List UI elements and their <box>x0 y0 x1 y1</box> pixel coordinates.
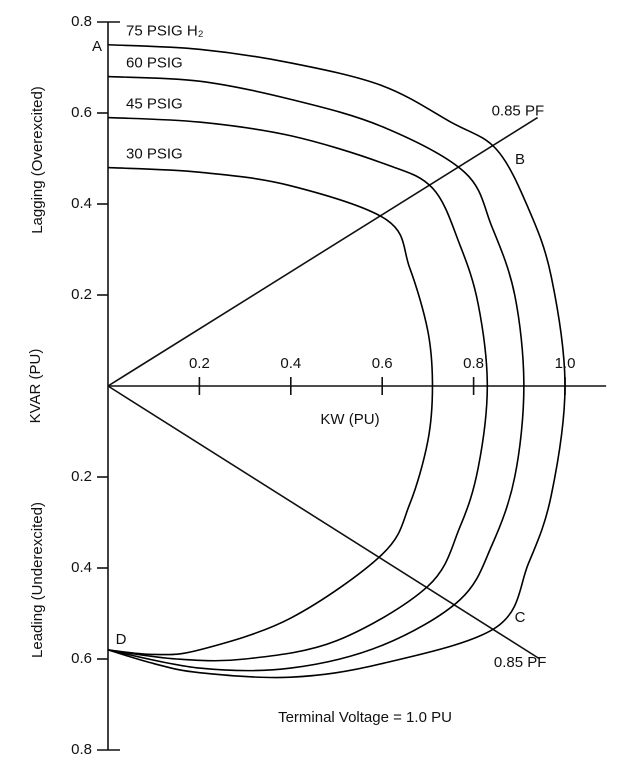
x-tick-label: 1.0 <box>555 355 576 372</box>
y-tick-label: 0.6 <box>71 650 92 667</box>
y-tick-label: 0.2 <box>71 468 92 485</box>
y-tick-label: 0.8 <box>71 741 92 758</box>
y-tick-label: 0.6 <box>71 104 92 121</box>
point-label: C <box>515 609 526 626</box>
pf-label: 0.85 PF <box>494 654 547 671</box>
y-tick-label: 0.2 <box>71 286 92 303</box>
x-axis-title: KW (PU) <box>320 411 379 428</box>
curve-label: 30 PSIG <box>126 146 183 163</box>
y-lower-title: Leading (Underexcited) <box>29 502 46 658</box>
capability-curve <box>107 166 434 656</box>
y-tick-label: 0.8 <box>71 13 92 30</box>
point-label: B <box>515 151 525 168</box>
curve-label: 75 PSIG H₂ <box>126 23 204 40</box>
y-tick-label: 0.4 <box>71 559 92 576</box>
point-label: D <box>116 631 127 648</box>
curve-label: 60 PSIG <box>126 55 183 72</box>
x-tick-label: 0.8 <box>463 355 484 372</box>
y-upper-title: Lagging (Overexcited) <box>29 86 46 234</box>
note: Terminal Voltage = 1.0 PU <box>278 709 452 726</box>
x-tick-label: 0.4 <box>280 355 301 372</box>
y-tick-label: 0.4 <box>71 195 92 212</box>
capability-curve <box>107 75 525 672</box>
pf-line <box>107 385 541 660</box>
x-tick-label: 0.2 <box>189 355 210 372</box>
y-axis-title: KVAR (PU) <box>27 349 44 424</box>
curve-label: 45 PSIG <box>126 96 183 113</box>
point-label: A <box>92 38 102 55</box>
capability-curve <box>107 43 566 679</box>
pf-label: 0.85 PF <box>492 103 545 120</box>
capability-curve <box>107 116 489 662</box>
x-tick-label: 0.6 <box>372 355 393 372</box>
pf-line <box>107 116 539 387</box>
